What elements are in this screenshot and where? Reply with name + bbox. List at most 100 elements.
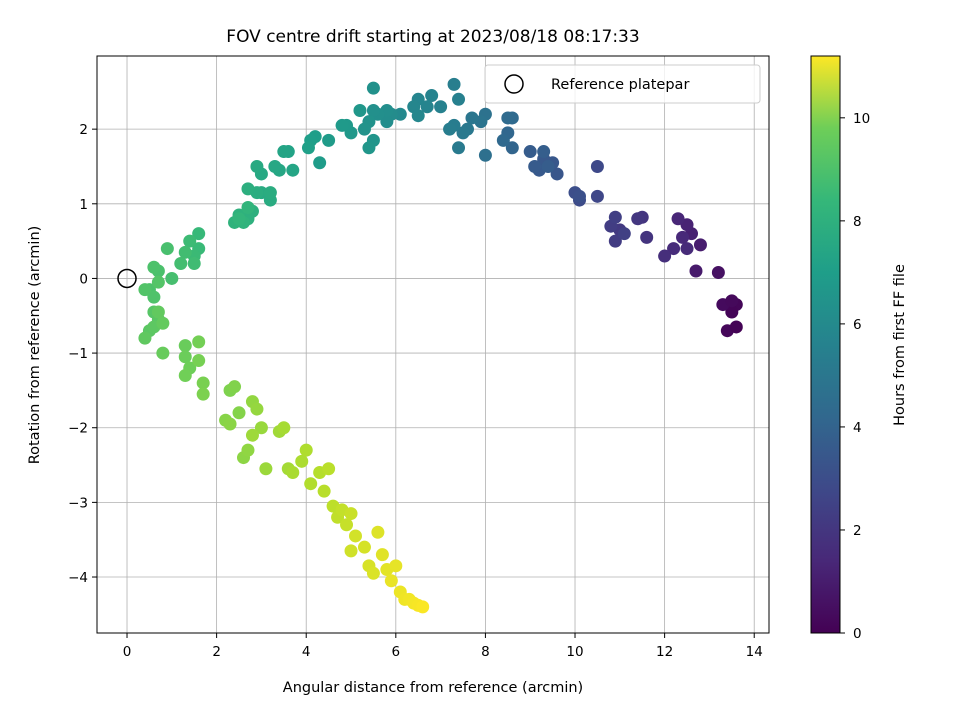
scatter-point — [371, 525, 385, 539]
y-tick-label: −4 — [68, 570, 88, 586]
scatter-point — [196, 387, 210, 401]
scatter-point — [640, 230, 654, 244]
scatter-point — [277, 421, 291, 435]
scatter-point — [693, 238, 707, 252]
scatter-point — [452, 92, 466, 106]
scatter-point — [425, 89, 439, 103]
scatter-point — [322, 462, 336, 476]
scatter-point — [156, 316, 170, 330]
scatter-point — [250, 402, 264, 416]
scatter-point — [537, 145, 551, 159]
plot-frame — [96, 55, 770, 634]
x-tick-label: 6 — [392, 644, 401, 660]
scatter-point — [617, 227, 631, 241]
scatter-point — [317, 484, 331, 498]
chart-title: FOV centre drift starting at 2023/08/18 … — [226, 27, 639, 47]
x-tick-label: 4 — [302, 644, 311, 660]
scatter-point — [725, 294, 739, 308]
x-tick-label: 14 — [746, 644, 763, 660]
y-axis-ticks: −4 −3 −2 −1 0 1 2 — [68, 122, 97, 586]
scatter-point — [295, 454, 309, 468]
scatter-point — [147, 290, 161, 304]
scatter-point — [725, 305, 739, 319]
scatter-point — [366, 81, 380, 95]
legend-label: Reference platepar — [551, 77, 689, 93]
y-axis-label: Rotation from reference (arcmin) — [27, 226, 43, 465]
scatter-point — [250, 159, 264, 173]
scatter-point — [348, 529, 362, 543]
colorbar-gradient — [810, 55, 841, 634]
scatter-point — [277, 145, 291, 159]
scatter-point — [362, 141, 376, 155]
colorbar-tick-label: 6 — [853, 317, 862, 333]
scatter-point — [223, 417, 237, 431]
scatter-point — [658, 249, 672, 263]
colorbar-tick-label: 2 — [853, 523, 862, 539]
scatter-point — [263, 186, 277, 200]
scatter-point — [671, 212, 685, 226]
scatter-point — [178, 350, 192, 364]
scatter-point — [528, 159, 542, 173]
scatter-point — [505, 141, 519, 155]
scatter-points — [138, 77, 743, 614]
scatter-point — [541, 159, 555, 173]
scatter-point — [178, 245, 192, 259]
reference-point — [117, 268, 137, 289]
colorbar-tick-label: 8 — [853, 214, 862, 230]
scatter-point — [147, 260, 161, 274]
scatter-point — [608, 210, 622, 224]
scatter-point — [608, 234, 622, 248]
scatter-point — [174, 257, 188, 271]
y-tick-label: 2 — [79, 122, 88, 138]
scatter-point — [138, 331, 152, 345]
scatter-point — [245, 428, 259, 442]
y-tick-label: −2 — [68, 421, 88, 437]
scatter-point — [357, 122, 371, 136]
scatter-point — [353, 103, 367, 117]
scatter-point — [192, 227, 206, 241]
scatter-point — [241, 182, 255, 196]
scatter-point — [187, 257, 201, 271]
scatter-point — [232, 406, 246, 420]
x-axis-label: Angular distance from reference (arcmin) — [283, 680, 583, 696]
scatter-point — [228, 380, 242, 394]
scatter-point — [411, 109, 425, 123]
scatter-point — [138, 283, 152, 297]
x-tick-label: 12 — [656, 644, 673, 660]
scatter-point — [393, 107, 407, 121]
colorbar-tick-label: 0 — [853, 626, 862, 642]
scatter-point — [366, 566, 380, 580]
scatter-point — [523, 145, 537, 159]
scatter-point — [322, 133, 336, 147]
scatter-point — [344, 507, 358, 521]
scatter-point — [711, 265, 725, 279]
scatter-point — [447, 77, 461, 91]
scatter-point — [631, 212, 645, 226]
scatter-point — [384, 574, 398, 588]
scatter-point — [301, 141, 315, 155]
scatter-point — [416, 600, 430, 614]
scatter-point — [165, 271, 179, 285]
x-tick-label: 10 — [566, 644, 583, 660]
scatter-point — [420, 100, 434, 114]
scatter-point — [590, 159, 604, 173]
grid-lines — [97, 56, 769, 633]
scatter-point — [344, 544, 358, 558]
scatter-point — [366, 103, 380, 117]
scatter-point — [389, 559, 403, 573]
scatter-point — [183, 234, 197, 248]
scatter-point — [232, 212, 246, 226]
scatter-point — [676, 230, 690, 244]
legend-box — [484, 64, 761, 104]
scatter-point — [689, 264, 703, 278]
scatter-point — [452, 141, 466, 155]
scatter-point — [268, 159, 282, 173]
scatter-point — [680, 242, 694, 256]
scatter-point — [299, 443, 313, 457]
scatter-point — [550, 167, 564, 181]
scatter-point — [729, 320, 743, 334]
scatter-point — [380, 115, 394, 129]
scatter-point — [465, 111, 479, 125]
scatter-point — [151, 305, 165, 319]
